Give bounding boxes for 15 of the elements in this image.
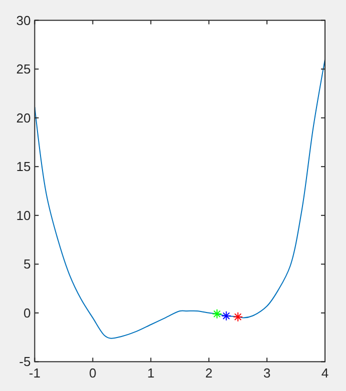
x-tick-label: 3 bbox=[263, 366, 271, 381]
x-tick-label: 0 bbox=[89, 366, 96, 381]
y-tick-label: 10 bbox=[16, 208, 31, 223]
x-tick-label: -1 bbox=[28, 366, 40, 381]
y-tick-label: 30 bbox=[16, 12, 31, 28]
x-tick-label: 1 bbox=[147, 366, 154, 381]
y-tick-label: 5 bbox=[23, 256, 31, 272]
x-tick-label: 2 bbox=[205, 366, 212, 381]
y-tick-label: 0 bbox=[23, 305, 31, 320]
y-tick-label: -5 bbox=[19, 354, 31, 370]
y-tick-label: 25 bbox=[16, 62, 31, 77]
y-tick-label: 20 bbox=[16, 110, 31, 126]
y-tick-label: 15 bbox=[16, 159, 31, 174]
x-tick-label: 4 bbox=[321, 366, 329, 381]
line-series bbox=[34, 58, 325, 339]
